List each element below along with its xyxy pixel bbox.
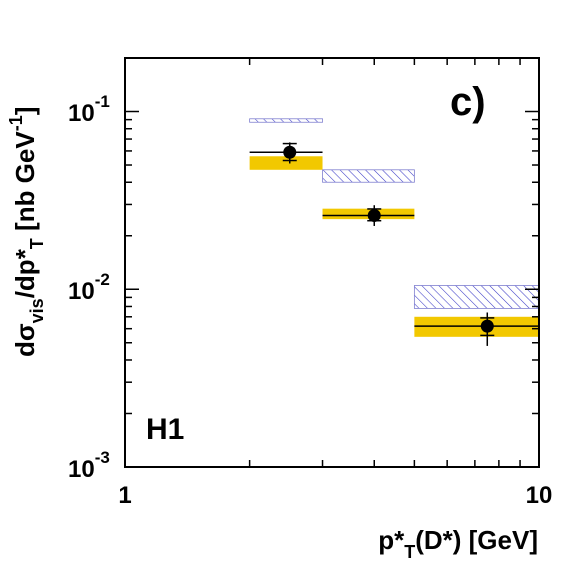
theory-hatched-boxes (249, 118, 540, 309)
axis-ticks (124, 57, 540, 468)
theory-box-1 (322, 169, 415, 183)
y-tick-label-1e-3: 10-3 (68, 448, 110, 483)
data-points (249, 142, 539, 346)
systematic-bands (249, 156, 539, 337)
y-tick-label-1e-2: 10-2 (68, 270, 110, 305)
x-tick-label-10: 10 (526, 482, 553, 509)
panel-label: c) (450, 80, 486, 124)
data-point-0 (283, 145, 297, 159)
y-tick-label-1e-1: 10-1 (68, 92, 110, 127)
theory-box-0 (249, 118, 323, 123)
x-tick-label-1: 1 (118, 482, 131, 509)
theory-box-2 (413, 285, 540, 309)
x-axis-title: p*T(D*) [GeV] (378, 525, 538, 562)
data-point-1 (367, 208, 381, 222)
systematic-band-0 (249, 156, 323, 170)
plot-frame (124, 57, 540, 468)
data-point-2 (480, 319, 494, 333)
experiment-label: H1 (146, 413, 184, 446)
y-axis-title: dσvis/dp*T [nb GeV-1] (6, 107, 47, 357)
